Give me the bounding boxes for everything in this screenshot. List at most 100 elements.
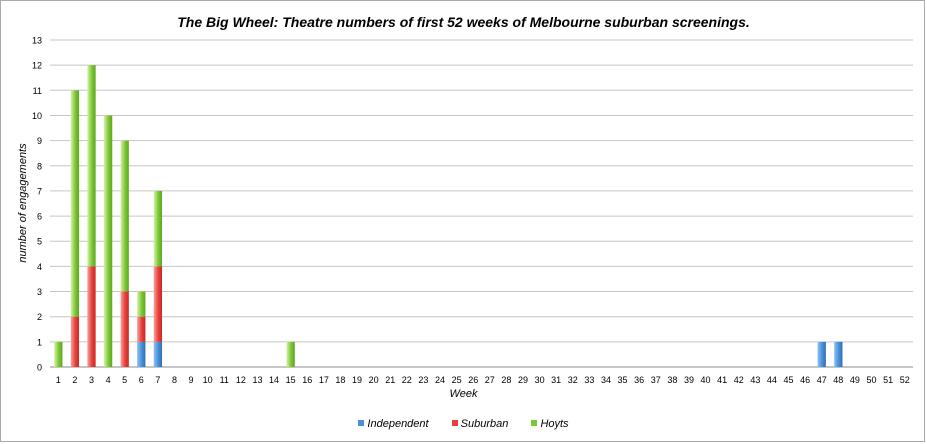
y-tick-label: 12 bbox=[32, 61, 42, 71]
y-tick-label: 0 bbox=[37, 363, 42, 373]
bar-hoyts-week-1 bbox=[54, 341, 63, 367]
x-tick-label: 7 bbox=[155, 375, 160, 385]
bar-independent-week-48 bbox=[834, 341, 843, 367]
legend-label-suburban: Suburban bbox=[460, 418, 509, 430]
x-tick-label: 21 bbox=[385, 375, 395, 385]
gridlines bbox=[50, 39, 913, 368]
x-tick-label: 35 bbox=[618, 375, 628, 385]
bar-suburban-week-5 bbox=[120, 291, 129, 367]
legend-label-hoyts: Hoyts bbox=[540, 418, 569, 430]
legend-swatch-suburban bbox=[451, 420, 458, 426]
x-tick-labels: 1 2 3 4 5 6 7 8 9 10 11 12 13 14 15 16 17 18 19 20 21 22 23 24 2… bbox=[56, 375, 910, 385]
chart-title: The Big Wheel: Theatre numbers of first … bbox=[177, 14, 750, 30]
x-tick-label: 29 bbox=[518, 375, 528, 385]
x-tick-label: 19 bbox=[352, 375, 362, 385]
x-tick-label: 45 bbox=[784, 375, 794, 385]
x-tick-label: 32 bbox=[568, 375, 578, 385]
x-tick-label: 30 bbox=[535, 375, 545, 385]
bar-independent-week-7 bbox=[153, 341, 163, 367]
x-tick-label: 38 bbox=[667, 375, 677, 385]
x-tick-label: 48 bbox=[833, 375, 843, 385]
y-tick-label: 10 bbox=[32, 111, 42, 121]
x-tick-label: 18 bbox=[335, 375, 345, 385]
x-tick-label: 10 bbox=[203, 375, 213, 385]
x-tick-label: 42 bbox=[734, 375, 744, 385]
bar-suburban-week-7 bbox=[153, 266, 163, 342]
bar-independent-week-6 bbox=[137, 341, 146, 367]
x-tick-label: 6 bbox=[139, 375, 144, 385]
x-tick-label: 22 bbox=[402, 375, 412, 385]
y-tick-label: 6 bbox=[37, 212, 42, 222]
x-tick-label: 27 bbox=[485, 375, 495, 385]
x-tick-label: 4 bbox=[106, 375, 111, 385]
y-tick-label: 1 bbox=[37, 337, 42, 347]
y-tick-label: 5 bbox=[37, 237, 42, 247]
bars bbox=[54, 65, 843, 367]
x-tick-label: 11 bbox=[220, 375, 229, 385]
legend-label-independent: Independent bbox=[367, 418, 429, 430]
y-tick-label: 13 bbox=[32, 36, 42, 46]
x-tick-label: 49 bbox=[850, 375, 860, 385]
x-tick-label: 51 bbox=[883, 375, 893, 385]
legend-item-hoyts: Hoyts bbox=[531, 418, 569, 430]
x-tick-label: 40 bbox=[701, 375, 711, 385]
x-tick-label: 25 bbox=[452, 375, 462, 385]
x-tick-label: 1 bbox=[56, 375, 61, 385]
x-tick-label: 36 bbox=[634, 375, 644, 385]
x-axis-label: Week bbox=[449, 388, 478, 400]
x-tick-label: 37 bbox=[651, 375, 661, 385]
x-tick-label: 52 bbox=[900, 375, 910, 385]
y-tick-label: 2 bbox=[37, 312, 42, 322]
x-tick-label: 2 bbox=[72, 375, 77, 385]
x-tick-label: 46 bbox=[800, 375, 810, 385]
y-tick-label: 4 bbox=[37, 262, 42, 272]
x-tick-label: 31 bbox=[551, 375, 561, 385]
x-tick-label: 12 bbox=[236, 375, 246, 385]
x-tick-label: 15 bbox=[286, 375, 296, 385]
bar-suburban-week-2 bbox=[70, 316, 80, 367]
x-tick-label: 41 bbox=[717, 375, 727, 385]
y-tick-label: 7 bbox=[37, 186, 42, 196]
x-tick-label: 5 bbox=[122, 375, 127, 385]
bar-hoyts-week-3 bbox=[87, 65, 96, 267]
y-tick-label: 3 bbox=[37, 287, 42, 297]
bar-hoyts-week-4 bbox=[103, 115, 113, 367]
x-tick-label: 16 bbox=[302, 375, 312, 385]
x-tick-label: 24 bbox=[435, 375, 445, 385]
x-tick-label: 44 bbox=[767, 375, 777, 385]
bar-hoyts-week-5 bbox=[120, 140, 129, 292]
y-tick-label: 11 bbox=[33, 86, 42, 96]
bar-suburban-week-3 bbox=[87, 266, 96, 367]
x-tick-label: 43 bbox=[750, 375, 760, 385]
x-tick-label: 28 bbox=[501, 375, 511, 385]
x-tick-label: 23 bbox=[418, 375, 428, 385]
y-tick-label: 9 bbox=[37, 136, 42, 146]
x-tick-label: 3 bbox=[89, 375, 94, 385]
legend-swatch-independent bbox=[358, 420, 365, 426]
bar-suburban-week-6 bbox=[137, 316, 146, 342]
x-tick-label: 50 bbox=[867, 375, 877, 385]
x-tick-label: 20 bbox=[369, 375, 379, 385]
bar-independent-week-47 bbox=[817, 341, 826, 367]
y-tick-label: 8 bbox=[37, 161, 42, 171]
x-tick-label: 39 bbox=[684, 375, 694, 385]
x-tick-label: 8 bbox=[172, 375, 177, 385]
bar-hoyts-week-7 bbox=[153, 190, 163, 267]
legend-item-independent: Independent bbox=[358, 418, 429, 430]
x-tick-label: 14 bbox=[269, 375, 279, 385]
x-tick-label: 9 bbox=[189, 375, 194, 385]
bar-hoyts-week-15 bbox=[286, 341, 295, 367]
legend: Independent Suburban Hoyts bbox=[0, 418, 927, 430]
x-tick-label: 26 bbox=[468, 375, 478, 385]
x-tick-label: 13 bbox=[252, 375, 262, 385]
x-tick-label: 34 bbox=[601, 375, 611, 385]
legend-item-suburban: Suburban bbox=[451, 418, 509, 430]
legend-swatch-hoyts bbox=[531, 420, 538, 426]
bar-hoyts-week-6 bbox=[137, 291, 146, 317]
bar-hoyts-week-2 bbox=[70, 90, 80, 317]
x-tick-label: 17 bbox=[319, 375, 329, 385]
x-tick-label: 47 bbox=[817, 375, 827, 385]
x-tick-label: 33 bbox=[584, 375, 594, 385]
